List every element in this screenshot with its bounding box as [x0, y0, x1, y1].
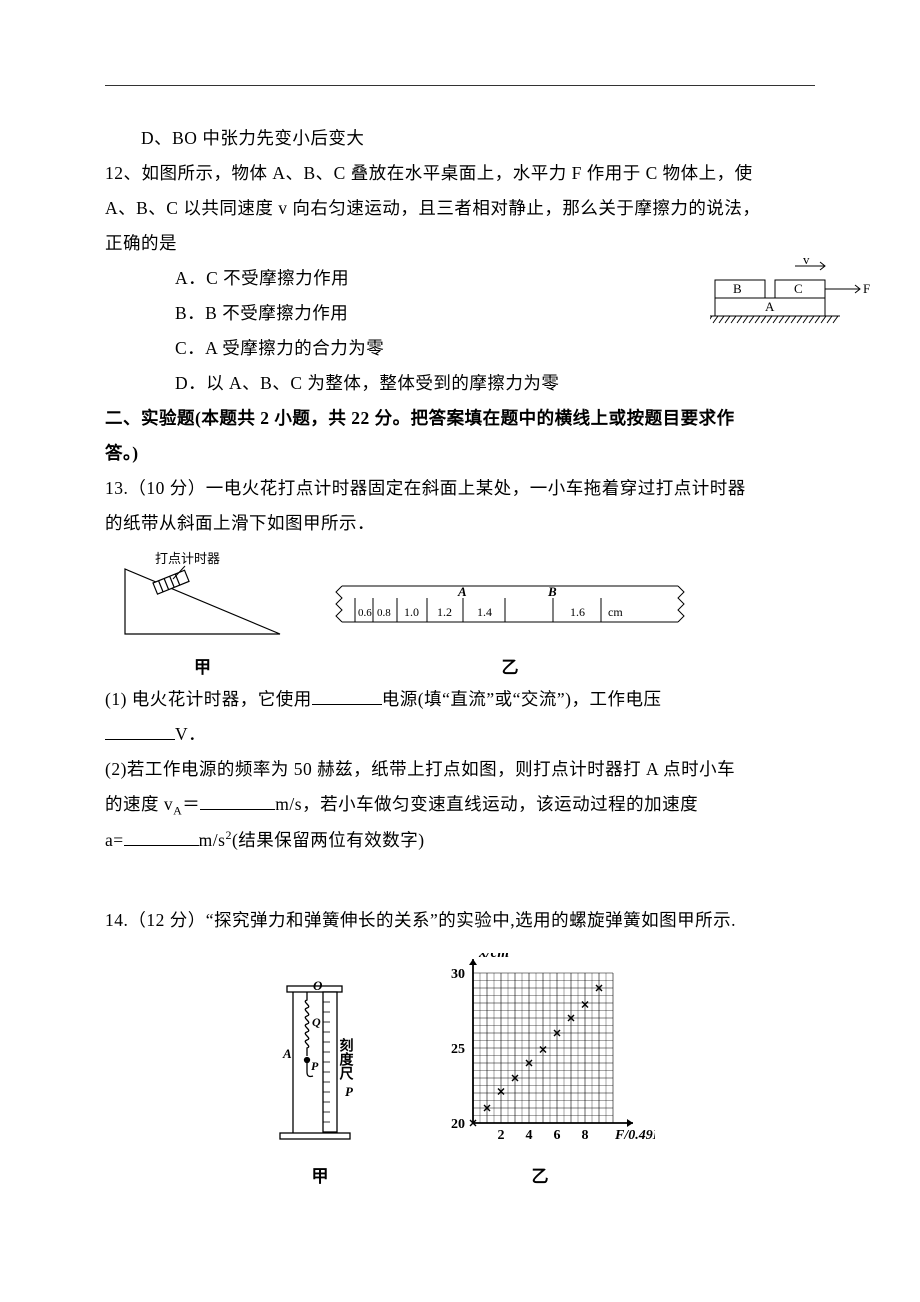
q13-p2b-mid: ＝ — [182, 794, 200, 814]
spacer — [105, 858, 815, 903]
q13-p2c-unit: m/s — [199, 830, 226, 850]
svg-text:6: 6 — [554, 1128, 561, 1143]
q13-stem-line1: 13.（10 分）一电火花打点计时器固定在斜面上某处，一小车拖着穿过打点计时器 — [105, 471, 815, 506]
document-page: D、BO 中张力先变小后变大 12、如图所示，物体 A、B、C 叠放在水平桌面上… — [0, 0, 920, 1302]
q14-rulerP: P — [345, 1084, 354, 1099]
q13-part1-line1: (1) 电火花计时器，它使用 电源(填“直流”或“交流”)，工作电压 — [105, 682, 815, 717]
q13-blank1 — [312, 687, 382, 706]
q12-F-label: F — [863, 281, 870, 296]
q13-stem-line2: 的纸带从斜面上滑下如图甲所示． — [105, 506, 815, 541]
svg-text:8: 8 — [582, 1128, 589, 1143]
q12-block: 12、如图所示，物体 A、B、C 叠放在水平桌面上，水平力 F 作用于 C 物体… — [105, 156, 815, 401]
q13-p1b: 电源(填“直流”或“交流”)，工作电压 — [382, 689, 662, 709]
q14-ruler-label: 刻度尺 — [338, 1037, 354, 1081]
q12-diagram: v B C A F — [710, 256, 875, 336]
q13-p2c-pre: a= — [105, 830, 124, 850]
q14-P: P — [311, 1059, 319, 1073]
svg-text:30: 30 — [451, 967, 465, 982]
q14-Q: Q — [312, 1015, 321, 1029]
q12-stem-line2: A、B、C 以共同速度 v 向右匀速运动，且三者相对静止，那么关于摩擦力的说法， — [105, 191, 815, 226]
section2-title-line1: 二、实验题(本题共 2 小题，共 22 分。把答案填在题中的横线上或按题目要求作 — [105, 401, 815, 436]
q13-tick-4: 1.4 — [477, 605, 492, 619]
q12-A-label: A — [765, 299, 775, 314]
q11-opt-d: D、BO 中张力先变小后变大 — [105, 121, 815, 156]
q12-opt-d: D．以 A、B、C 为整体，整体受到的摩擦力为零 — [105, 366, 815, 401]
q12-C-label: C — [794, 281, 803, 296]
q14-O: O — [313, 978, 323, 993]
q13-pointB: B — [547, 584, 557, 599]
q14-fig2-caption: 乙 — [425, 1162, 655, 1187]
svg-text:4: 4 — [526, 1128, 533, 1143]
q13-pointA: A — [457, 584, 467, 599]
q13-p2b-sub: A — [173, 804, 182, 818]
q13-part1-line2: V． — [105, 717, 815, 752]
q13-fig1-caption: 甲 — [115, 653, 290, 678]
q12-opt-c: C．A 受摩擦力的合力为零 — [105, 331, 815, 366]
q14-fig1: O Q A P 刻度尺 P 甲 — [265, 978, 375, 1187]
q14-stem: 14.（12 分）“探究弹力和弹簧伸长的关系”的实验中,选用的螺旋弹簧如图甲所示… — [105, 903, 815, 938]
q13-p2c-post: (结果保留两位有效数字) — [232, 830, 425, 850]
header-rule — [105, 85, 815, 86]
svg-text:20: 20 — [451, 1117, 465, 1132]
q13-timer-label: 打点计时器 — [155, 551, 220, 566]
q12-opt-b: B．B 不受摩擦力作用 — [105, 296, 815, 331]
q14-A: A — [282, 1046, 292, 1061]
svg-text:2: 2 — [498, 1128, 505, 1143]
q12-opt-a: A．C 不受摩擦力作用 — [105, 261, 815, 296]
q13-p1a: (1) 电火花计时器，它使用 — [105, 689, 312, 709]
q14-fig1-caption: 甲 — [265, 1162, 375, 1187]
q13-fig2: 0.6 0.8 1.0 1.2 1.4 1.6 cm A B 乙 — [330, 574, 690, 678]
q13-p2b-pre: 的速度 v — [105, 794, 173, 814]
q13-tick-3: 1.2 — [437, 605, 452, 619]
q13-tick-0: 0.6 — [358, 607, 372, 619]
q12-stem-line3: 正确的是 — [105, 226, 815, 261]
svg-text:25: 25 — [451, 1042, 465, 1057]
q13-tick-2: 1.0 — [404, 605, 419, 619]
q13-p2b-post: m/s，若小车做匀变速直线运动，该运动过程的加速度 — [275, 794, 698, 814]
q13-tick-5: 1.6 — [570, 605, 585, 619]
q14-fig2: 20 25 30 2 4 6 8 x/cm F/0.49N 乙 — [425, 953, 655, 1187]
q12-v-label: v — [803, 256, 810, 267]
q13-part2-line2: 的速度 vA＝ m/s，若小车做匀变速直线运动，该运动过程的加速度 — [105, 787, 815, 823]
q13-figures: 打点计时器 甲 — [115, 549, 815, 678]
q13-blank3 — [200, 792, 275, 811]
q13-p1c: V． — [175, 724, 206, 744]
q14-figures: O Q A P 刻度尺 P 甲 20 25 30 2 4 6 8 x/cm F/0.49N 乙 — [105, 953, 815, 1187]
q13-part2-line1: (2)若工作电源的频率为 50 赫兹，纸带上打点如图，则打点计时器打 A 点时小… — [105, 752, 815, 787]
q13-fig1: 打点计时器 甲 — [115, 549, 290, 678]
q13-tick-1: 0.8 — [377, 607, 391, 619]
q13-unit: cm — [608, 605, 623, 619]
q12-B-label: B — [733, 281, 742, 296]
section2-title-line2: 答。) — [105, 436, 815, 471]
svg-text:x/cm: x/cm — [478, 953, 509, 961]
q13-fig2-caption: 乙 — [330, 653, 690, 678]
svg-text:F/0.49N: F/0.49N — [614, 1128, 655, 1143]
q13-part2-line3: a=m/s2(结果保留两位有效数字) — [105, 823, 815, 858]
q14-chart-svg: 20 25 30 2 4 6 8 x/cm F/0.49N — [425, 953, 655, 1153]
q12-stem-line1: 12、如图所示，物体 A、B、C 叠放在水平桌面上，水平力 F 作用于 C 物体… — [105, 156, 815, 191]
q13-blank2 — [105, 722, 175, 741]
q13-blank4 — [124, 827, 199, 846]
